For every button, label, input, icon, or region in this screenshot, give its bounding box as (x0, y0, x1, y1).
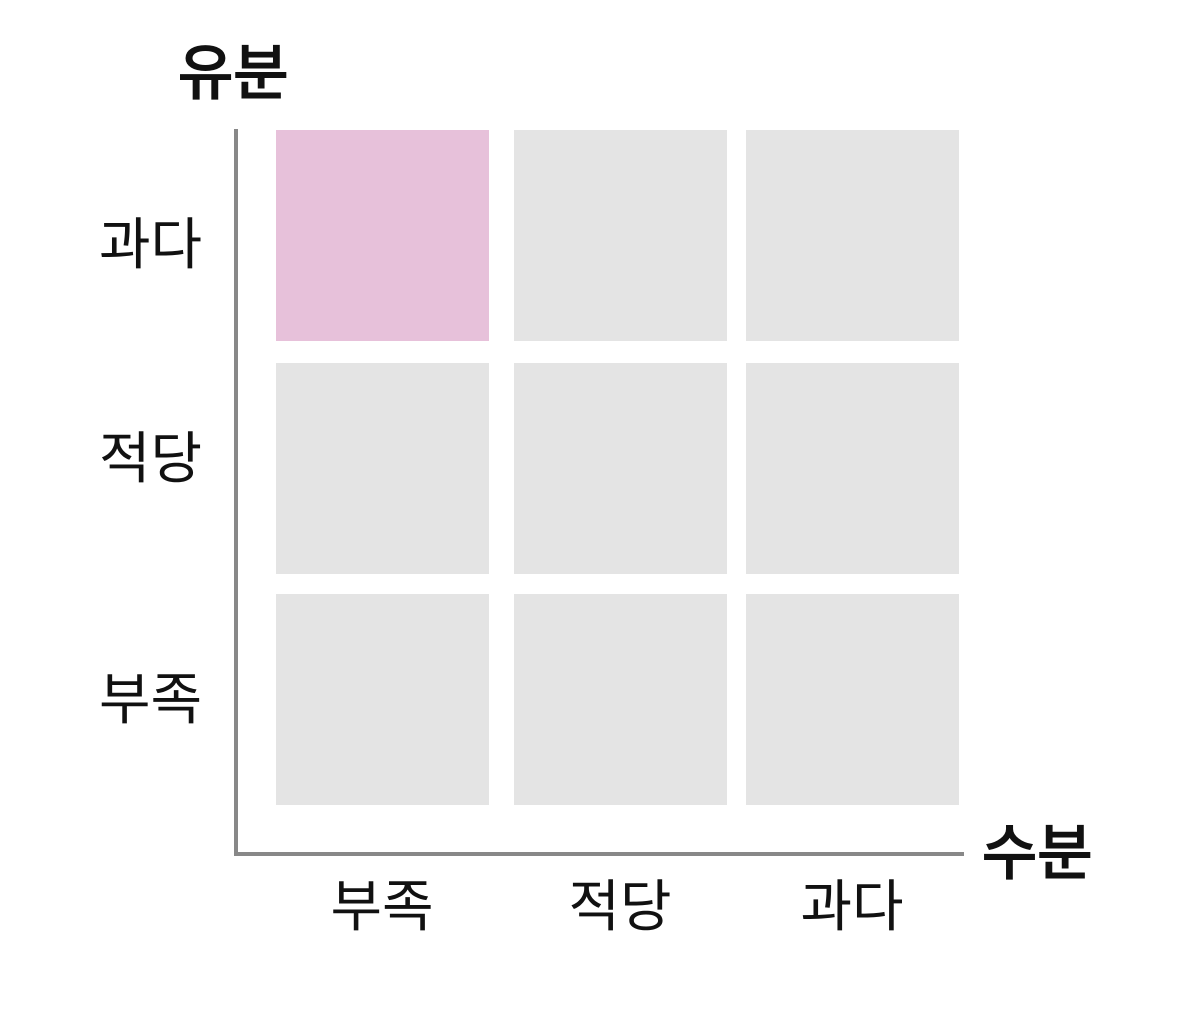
grid-cell (746, 594, 959, 805)
grid-cell (746, 363, 959, 574)
y-axis-line (234, 129, 238, 856)
grid-cell (514, 363, 727, 574)
y-axis-title: 유분 (178, 39, 289, 109)
x-axis-line (234, 852, 964, 856)
x-tick-label: 부족 (330, 875, 434, 940)
grid-cell (514, 594, 727, 805)
x-axis-title: 수분 (982, 819, 1093, 889)
grid-cell (514, 130, 727, 341)
grid-cell (276, 363, 489, 574)
grid-cell (276, 594, 489, 805)
y-tick-label: 부족 (98, 668, 202, 733)
x-tick-label: 적당 (568, 875, 672, 940)
highlighted-grid-cell (276, 130, 489, 341)
grid-cell (746, 130, 959, 341)
y-tick-label: 과다 (98, 213, 202, 278)
y-tick-label: 적당 (98, 427, 202, 492)
x-tick-label: 과다 (800, 875, 904, 940)
